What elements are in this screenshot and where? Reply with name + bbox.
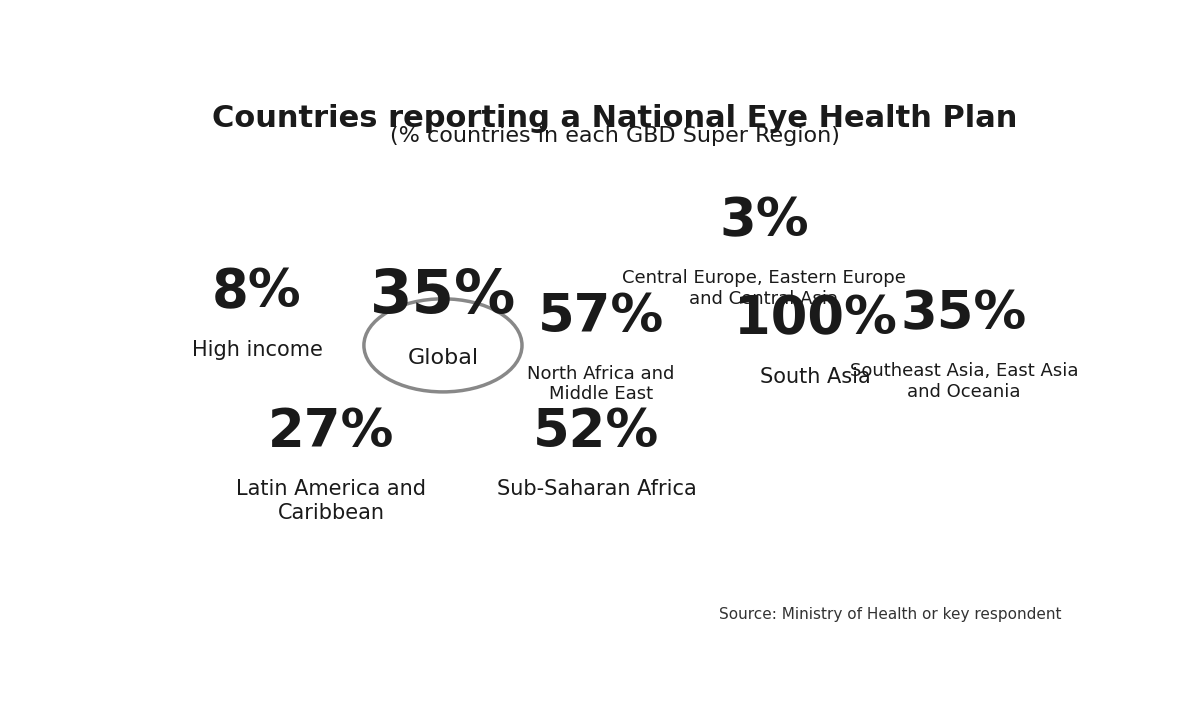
Text: 27%: 27% (268, 405, 395, 458)
Text: Latin America and
Caribbean: Latin America and Caribbean (236, 479, 426, 523)
Text: 8%: 8% (212, 266, 301, 318)
Text: Global: Global (407, 348, 479, 368)
Text: 57%: 57% (538, 291, 664, 343)
Text: Countries reporting a National Eye Health Plan: Countries reporting a National Eye Healt… (212, 105, 1018, 134)
Text: 100%: 100% (733, 294, 896, 346)
Text: 52%: 52% (533, 405, 660, 458)
Text: Source: Ministry of Health or key respondent: Source: Ministry of Health or key respon… (719, 607, 1062, 622)
Text: Central Europe, Eastern Europe
and Central Asia: Central Europe, Eastern Europe and Centr… (622, 269, 906, 308)
Text: High income: High income (192, 340, 323, 360)
Text: North Africa and
Middle East: North Africa and Middle East (527, 365, 674, 403)
Text: South Asia: South Asia (760, 368, 870, 387)
Text: 3%: 3% (719, 195, 809, 247)
Text: 35%: 35% (370, 267, 516, 326)
Text: 35%: 35% (901, 288, 1027, 340)
Text: (% countries in each GBD Super Region): (% countries in each GBD Super Region) (390, 127, 840, 146)
Text: Southeast Asia, East Asia
and Oceania: Southeast Asia, East Asia and Oceania (850, 362, 1078, 400)
Text: Sub-Saharan Africa: Sub-Saharan Africa (497, 479, 696, 500)
